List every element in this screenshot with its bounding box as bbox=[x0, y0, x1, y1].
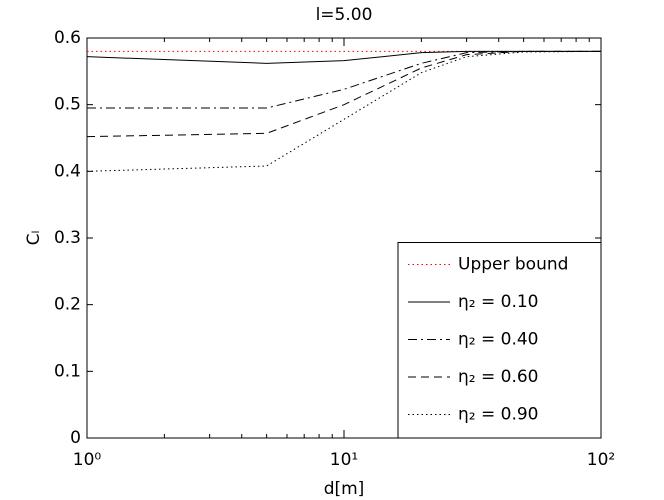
legend-label: η₂ = 0.60 bbox=[458, 367, 539, 387]
chart-title: l=5.00 bbox=[316, 5, 373, 25]
legend-box bbox=[397, 242, 602, 439]
y-tick-label: 0 bbox=[70, 428, 81, 448]
legend-label: η₂ = 0.90 bbox=[458, 405, 539, 425]
legend-label: Upper bound bbox=[458, 255, 568, 275]
series-line bbox=[86, 50, 602, 172]
y-tick-label: 0.3 bbox=[54, 228, 81, 248]
y-tick-label: 0.6 bbox=[54, 28, 81, 48]
x-axis-label: d[m] bbox=[324, 479, 365, 499]
series-line bbox=[87, 50, 601, 109]
x-tick-label: 10² bbox=[587, 450, 615, 470]
x-tick-label: 10¹ bbox=[330, 450, 358, 470]
y-tick-label: 0.4 bbox=[54, 161, 81, 181]
legend-label: η₂ = 0.10 bbox=[458, 292, 539, 312]
y-tick-label: 0.5 bbox=[54, 95, 81, 115]
y-tick-label: 0.1 bbox=[54, 361, 81, 381]
y-axis-label: Cₗ bbox=[24, 231, 44, 246]
legend-label: η₂ = 0.40 bbox=[458, 330, 539, 350]
y-tick-label: 0.2 bbox=[54, 295, 81, 315]
x-tick-label: 10⁰ bbox=[73, 450, 102, 470]
